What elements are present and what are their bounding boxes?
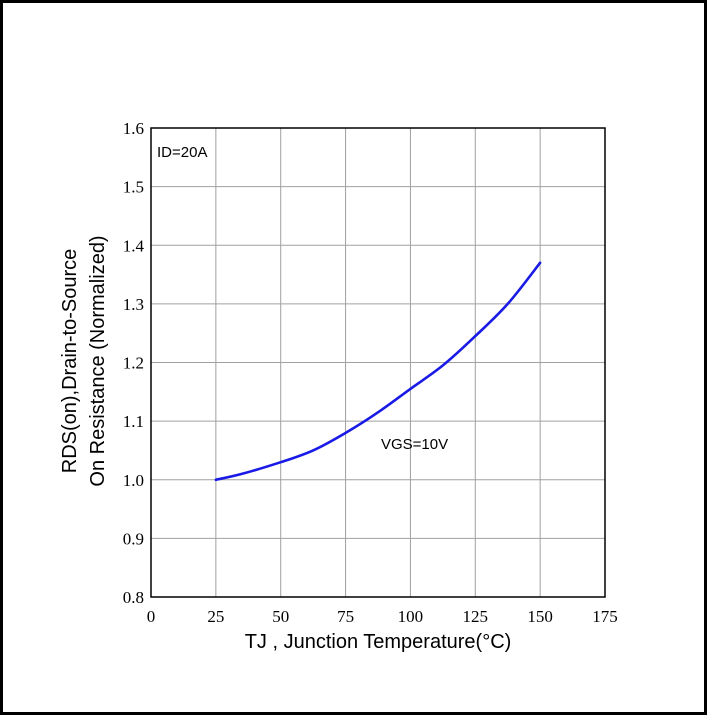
x-tick-label: 150 [527, 607, 553, 626]
y-tick-label: 0.9 [123, 529, 144, 548]
x-tick-label: 175 [592, 607, 618, 626]
annotation-id: ID=20A [157, 144, 207, 161]
y-axis-title-line-2: On Resistance (Normalized) [87, 235, 109, 486]
y-tick-label: 0.8 [123, 588, 144, 607]
grid-lines [150, 127, 606, 598]
x-tick-label: 50 [272, 607, 289, 626]
plot-border [150, 127, 606, 598]
y-tick-labels: 0.8 0.9 1.0 1.1 1.2 1.3 1.4 1.5 1.6 [123, 119, 145, 607]
x-tick-label: 75 [337, 607, 354, 626]
x-tick-label: 25 [207, 607, 224, 626]
y-tick-label: 1.2 [123, 354, 144, 373]
annotation-vgs: VGS=10V [381, 436, 448, 453]
x-tick-label: 100 [398, 607, 424, 626]
x-tick-label: 0 [147, 607, 156, 626]
y-tick-label: 1.6 [123, 119, 144, 138]
y-tick-label: 1.5 [123, 178, 144, 197]
x-tick-label: 125 [463, 607, 489, 626]
chart-svg: 0.8 0.9 1.0 1.1 1.2 1.3 1.4 1.5 1.6 0 25 50 75 100 12… [59, 119, 618, 653]
y-tick-label: 1.4 [123, 236, 145, 255]
y-tick-label: 1.3 [123, 295, 144, 314]
y-tick-label: 1.1 [123, 412, 144, 431]
x-tick-labels: 0 25 50 75 100 125 150 175 [147, 607, 618, 626]
x-axis-title: TJ , Junction Temperature(°C) [245, 631, 512, 653]
y-tick-label: 1.0 [123, 471, 144, 490]
series-line [214, 261, 542, 482]
y-axis-title-line-1: RDS(on),Drain-to-Source [59, 249, 81, 474]
